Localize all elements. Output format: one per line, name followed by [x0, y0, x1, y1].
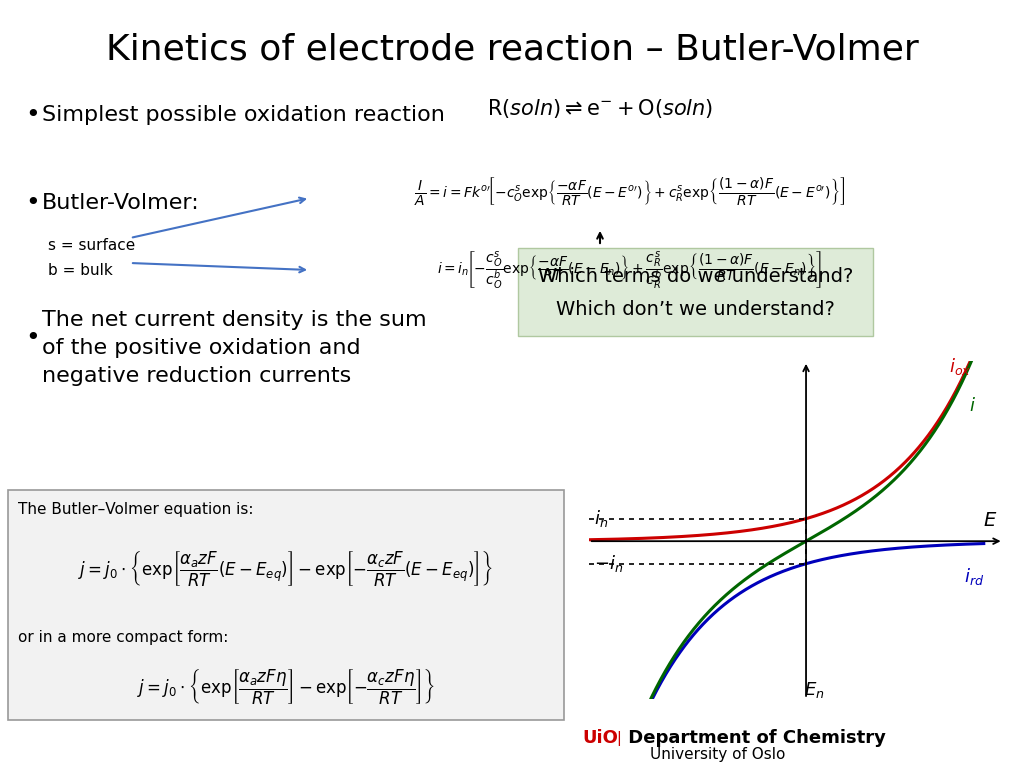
FancyBboxPatch shape: [518, 248, 873, 336]
Text: Department of Chemistry: Department of Chemistry: [622, 729, 886, 747]
Text: Which don’t we understand?: Which don’t we understand?: [556, 300, 835, 319]
Text: •: •: [25, 191, 40, 215]
Text: $-i_n$: $-i_n$: [594, 553, 623, 574]
Text: $E$: $E$: [983, 511, 997, 530]
Text: $i_{ox}$: $i_{ox}$: [949, 356, 972, 377]
Text: •: •: [25, 326, 40, 350]
Text: •: •: [25, 103, 40, 127]
Text: $E_n$: $E_n$: [804, 680, 824, 700]
Text: $j = j_0 \cdot \left\{\exp\!\left[\dfrac{\alpha_a zF\eta}{RT}\right] - \exp\!\le: $j = j_0 \cdot \left\{\exp\!\left[\dfrac…: [137, 668, 435, 707]
Text: Simplest possible oxidation reaction: Simplest possible oxidation reaction: [42, 105, 444, 125]
Text: $i_{rd}$: $i_{rd}$: [964, 566, 984, 587]
Text: s = surface
b = bulk: s = surface b = bulk: [48, 238, 135, 278]
Text: $i$: $i$: [969, 396, 976, 415]
Text: The Butler–Volmer equation is:: The Butler–Volmer equation is:: [18, 502, 254, 517]
FancyBboxPatch shape: [8, 490, 564, 720]
Text: $\dfrac{I}{A} = i = Fk^{o\prime}\!\left[-c_O^s \exp\!\left\{\dfrac{-\alpha F}{RT: $\dfrac{I}{A} = i = Fk^{o\prime}\!\left[…: [415, 175, 846, 207]
Text: negative reduction currents: negative reduction currents: [42, 366, 351, 386]
Text: ❘: ❘: [612, 730, 625, 746]
Text: The net current density is the sum: The net current density is the sum: [42, 310, 427, 330]
Text: $\mathrm{R}(\mathit{soln}) \rightleftharpoons \mathrm{e}^{-} + \mathrm{O}(\mathi: $\mathrm{R}(\mathit{soln}) \rightlefthar…: [486, 97, 713, 120]
Text: $i = i_n\!\left[-\dfrac{c_O^s}{c_O^b} \exp\!\left\{\dfrac{-\alpha F}{RT}(E - E_n: $i = i_n\!\left[-\dfrac{c_O^s}{c_O^b} \e…: [437, 250, 822, 291]
Text: Butler-Volmer:: Butler-Volmer:: [42, 193, 200, 213]
Text: $i_n$: $i_n$: [594, 508, 608, 529]
Text: UiO: UiO: [582, 729, 617, 747]
Text: Kinetics of electrode reaction – Butler-Volmer: Kinetics of electrode reaction – Butler-…: [105, 33, 919, 67]
Text: University of Oslo: University of Oslo: [650, 747, 785, 763]
Text: or in a more compact form:: or in a more compact form:: [18, 630, 228, 644]
Text: Which terms do we understand?: Which terms do we understand?: [538, 266, 853, 286]
Text: $j = j_0 \cdot \left\{\exp\!\left[\dfrac{\alpha_a zF}{RT}(E - E_{eq})\right] - \: $j = j_0 \cdot \left\{\exp\!\left[\dfrac…: [79, 548, 494, 588]
Text: of the positive oxidation and: of the positive oxidation and: [42, 338, 360, 358]
